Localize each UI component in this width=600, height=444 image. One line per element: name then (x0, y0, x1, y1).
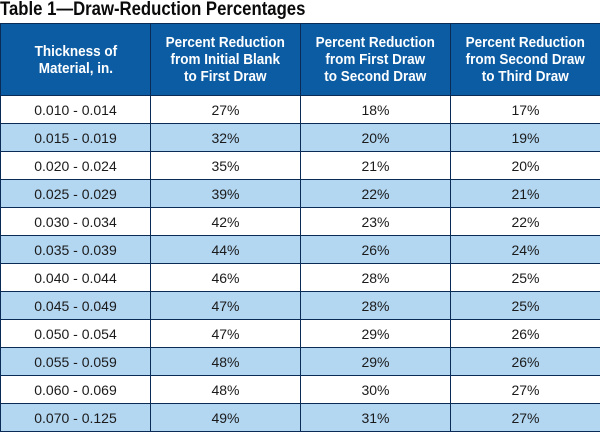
cell-first-draw: 46% (150, 263, 301, 292)
table-row: 0.030 - 0.034 42% 23% 22% (0, 207, 600, 236)
cell-first-draw: 32% (150, 123, 301, 152)
cell-third-draw: 25% (450, 263, 600, 292)
table-row: 0.050 - 0.054 47% 29% 26% (0, 319, 600, 348)
cell-thickness: 0.010 - 0.014 (0, 95, 151, 124)
cell-thickness: 0.020 - 0.024 (0, 151, 151, 180)
table-row: 0.035 - 0.039 44% 26% 24% (0, 235, 600, 264)
cell-third-draw: 17% (450, 95, 600, 124)
cell-first-draw: 49% (150, 403, 301, 432)
cell-third-draw: 22% (450, 207, 600, 236)
table-row: 0.020 - 0.024 35% 21% 20% (0, 151, 600, 180)
cell-third-draw: 21% (450, 179, 600, 208)
cell-second-draw: 29% (300, 347, 451, 376)
cell-second-draw: 18% (300, 95, 451, 124)
header-second-draw: Percent Reduction from First Draw to Sec… (300, 23, 451, 96)
cell-second-draw: 29% (300, 319, 451, 348)
table-row: 0.045 - 0.049 47% 28% 25% (0, 291, 600, 320)
cell-thickness: 0.070 - 0.125 (0, 403, 151, 432)
table-title: Table 1—Draw-Reduction Percentages (0, 0, 306, 20)
cell-first-draw: 48% (150, 375, 301, 404)
table-row: 0.010 - 0.014 27% 18% 17% (0, 95, 600, 124)
cell-first-draw: 39% (150, 179, 301, 208)
table-header-row: Thickness of Material, in. Percent Reduc… (0, 23, 600, 96)
cell-second-draw: 20% (300, 123, 451, 152)
cell-second-draw: 28% (300, 291, 451, 320)
cell-thickness: 0.045 - 0.049 (0, 291, 151, 320)
cell-thickness: 0.025 - 0.029 (0, 179, 151, 208)
cell-thickness: 0.015 - 0.019 (0, 123, 151, 152)
header-thickness: Thickness of Material, in. (0, 23, 151, 96)
cell-third-draw: 20% (450, 151, 600, 180)
header-third-draw: Percent Reduction from Second Draw to Th… (450, 23, 600, 96)
cell-third-draw: 26% (450, 347, 600, 376)
cell-second-draw: 21% (300, 151, 451, 180)
cell-second-draw: 26% (300, 235, 451, 264)
cell-third-draw: 26% (450, 319, 600, 348)
header-first-draw: Percent Reduction from Initial Blank to … (150, 23, 301, 96)
cell-third-draw: 27% (450, 375, 600, 404)
cell-second-draw: 22% (300, 179, 451, 208)
cell-first-draw: 47% (150, 291, 301, 320)
cell-second-draw: 23% (300, 207, 451, 236)
table-row: 0.055 - 0.059 48% 29% 26% (0, 347, 600, 376)
cell-thickness: 0.050 - 0.054 (0, 319, 151, 348)
cell-third-draw: 24% (450, 235, 600, 264)
cell-third-draw: 27% (450, 403, 600, 432)
cell-second-draw: 31% (300, 403, 451, 432)
table-row: 0.015 - 0.019 32% 20% 19% (0, 123, 600, 152)
cell-first-draw: 42% (150, 207, 301, 236)
cell-third-draw: 19% (450, 123, 600, 152)
cell-thickness: 0.040 - 0.044 (0, 263, 151, 292)
cell-thickness: 0.060 - 0.069 (0, 375, 151, 404)
table-row: 0.070 - 0.125 49% 31% 27% (0, 403, 600, 432)
cell-first-draw: 44% (150, 235, 301, 264)
cell-thickness: 0.035 - 0.039 (0, 235, 151, 264)
cell-first-draw: 35% (150, 151, 301, 180)
table-row: 0.060 - 0.069 48% 30% 27% (0, 375, 600, 404)
cell-second-draw: 30% (300, 375, 451, 404)
cell-first-draw: 47% (150, 319, 301, 348)
table-row: 0.040 - 0.044 46% 28% 25% (0, 263, 600, 292)
draw-reduction-table: Thickness of Material, in. Percent Reduc… (0, 23, 600, 432)
cell-third-draw: 25% (450, 291, 600, 320)
table-row: 0.025 - 0.029 39% 22% 21% (0, 179, 600, 208)
cell-first-draw: 27% (150, 95, 301, 124)
cell-thickness: 0.030 - 0.034 (0, 207, 151, 236)
cell-second-draw: 28% (300, 263, 451, 292)
table-body: 0.010 - 0.014 27% 18% 17% 0.015 - 0.019 32% 20… (0, 95, 600, 432)
cell-first-draw: 48% (150, 347, 301, 376)
cell-thickness: 0.055 - 0.059 (0, 347, 151, 376)
